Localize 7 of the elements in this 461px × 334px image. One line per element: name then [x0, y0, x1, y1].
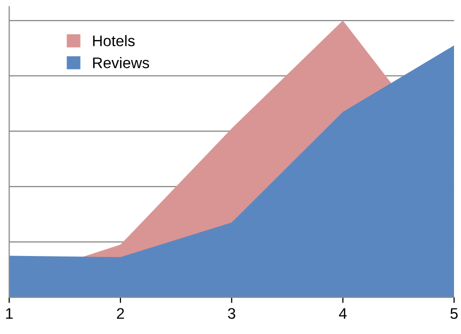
x-tick-label: 5 — [450, 308, 458, 319]
x-tick-label: 2 — [116, 308, 124, 319]
x-tick-label: 1 — [6, 308, 13, 319]
legend-label: Reviews — [93, 57, 150, 68]
x-tick-label: 3 — [228, 308, 236, 319]
legend-label: Hotels — [93, 35, 135, 46]
x-tick-label: 4 — [338, 308, 347, 319]
